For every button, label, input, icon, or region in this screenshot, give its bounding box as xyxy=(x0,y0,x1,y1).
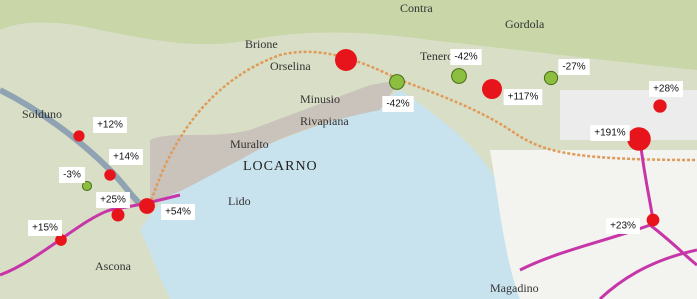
place-name: LOCARNO xyxy=(243,159,318,174)
label-box xyxy=(450,49,482,65)
river xyxy=(0,87,150,210)
place-name: Solduno xyxy=(22,107,62,121)
place-name: Orselina xyxy=(270,59,311,73)
plain xyxy=(490,150,697,299)
marker xyxy=(543,70,559,86)
lake xyxy=(140,90,530,299)
marker xyxy=(451,68,467,84)
marker-label: +12% xyxy=(97,120,123,131)
place-name: Ascona xyxy=(95,259,132,273)
label-box xyxy=(558,59,590,75)
label-box xyxy=(606,218,640,234)
label-box xyxy=(93,117,127,133)
place-name: Rivapiana xyxy=(300,114,349,128)
marker xyxy=(646,213,660,227)
town xyxy=(150,80,400,200)
marker-label: -42% xyxy=(386,99,409,110)
label-box xyxy=(590,125,630,141)
marker-unlabeled xyxy=(335,49,357,71)
marker xyxy=(139,198,155,214)
place-name: Magadino xyxy=(490,281,539,295)
label-box xyxy=(28,220,62,236)
marker xyxy=(482,79,502,99)
marker-label: -27% xyxy=(562,62,585,73)
label-box xyxy=(96,192,130,208)
marker-label: -42% xyxy=(454,52,477,63)
label-box xyxy=(382,96,414,112)
label-box xyxy=(109,149,143,165)
label-box xyxy=(161,204,195,220)
marker xyxy=(389,74,405,90)
place-name: Gordola xyxy=(505,17,545,31)
place-name: Tenero xyxy=(420,49,453,63)
marker xyxy=(111,208,125,222)
marker-label: +191% xyxy=(594,128,626,139)
marker xyxy=(627,127,651,151)
marker-label: +117% xyxy=(508,92,539,103)
marker xyxy=(653,99,667,113)
place-name: Lido xyxy=(228,194,251,208)
marker xyxy=(73,130,85,142)
marker xyxy=(55,234,67,246)
marker-label: +15% xyxy=(32,223,58,234)
marker-label: -3% xyxy=(63,170,81,181)
place-name: Contra xyxy=(400,1,433,15)
marker-label: +54% xyxy=(165,207,191,218)
marker-label: +28% xyxy=(653,84,679,95)
marker-label: +23% xyxy=(610,221,636,232)
place-name: Muralto xyxy=(230,137,269,151)
marker xyxy=(104,169,116,181)
place-name: Minusio xyxy=(300,92,340,106)
label-box xyxy=(503,89,543,105)
marker xyxy=(81,180,93,192)
label-box xyxy=(59,167,85,183)
marker-label: +14% xyxy=(113,152,139,163)
marker-label: +25% xyxy=(100,195,126,206)
hills xyxy=(0,0,697,70)
label-box xyxy=(649,81,683,97)
place-name: Brione xyxy=(245,37,278,51)
